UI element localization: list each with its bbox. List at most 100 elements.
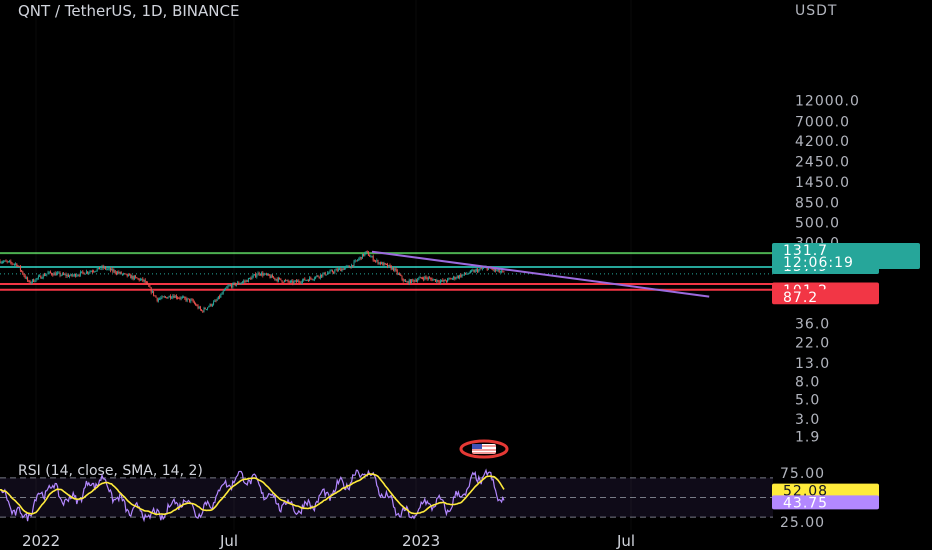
candle bbox=[247, 277, 249, 283]
trendline[interactable] bbox=[371, 250, 710, 298]
y-tick-label: 500.0 bbox=[795, 216, 840, 232]
candle bbox=[438, 279, 440, 285]
candle bbox=[427, 276, 429, 281]
candle bbox=[375, 259, 377, 263]
candle bbox=[473, 269, 475, 273]
candle bbox=[107, 267, 109, 271]
candle bbox=[48, 271, 50, 275]
candle bbox=[456, 275, 458, 279]
candle bbox=[13, 263, 15, 266]
candle bbox=[312, 278, 314, 281]
candle bbox=[211, 303, 213, 308]
candle bbox=[77, 273, 79, 277]
candle bbox=[214, 299, 216, 302]
candle bbox=[19, 265, 21, 273]
candle bbox=[285, 278, 287, 282]
candle bbox=[108, 266, 110, 271]
candle bbox=[396, 268, 398, 276]
candle bbox=[443, 279, 445, 284]
candle bbox=[192, 298, 194, 303]
candle bbox=[190, 298, 192, 304]
candle bbox=[329, 269, 331, 274]
candle bbox=[477, 267, 479, 274]
y-tick-label: 22.0 bbox=[795, 336, 830, 352]
candle bbox=[124, 273, 126, 275]
candle bbox=[105, 266, 107, 271]
candle bbox=[69, 274, 71, 279]
candle bbox=[179, 296, 181, 301]
svg-text:43.75: 43.75 bbox=[783, 495, 828, 511]
candle bbox=[84, 273, 86, 275]
candle bbox=[354, 259, 356, 263]
candle bbox=[57, 271, 59, 276]
candle bbox=[37, 274, 39, 280]
candle bbox=[61, 272, 63, 276]
candle bbox=[360, 256, 362, 261]
candle bbox=[115, 271, 117, 276]
candle bbox=[361, 253, 363, 259]
candle bbox=[241, 280, 243, 284]
candle bbox=[75, 273, 77, 278]
candle bbox=[269, 274, 271, 279]
candle bbox=[30, 281, 32, 285]
y-tick-label: 13.0 bbox=[795, 356, 830, 372]
candle bbox=[256, 274, 258, 279]
candle bbox=[70, 273, 72, 277]
candle bbox=[339, 267, 341, 271]
candle bbox=[377, 259, 379, 265]
price-tag-87: 87.2 bbox=[772, 289, 879, 306]
currency-label: USDT bbox=[795, 3, 838, 19]
candle bbox=[287, 279, 289, 283]
candle bbox=[419, 275, 421, 279]
candle bbox=[250, 276, 252, 280]
candle bbox=[262, 271, 264, 278]
candle bbox=[54, 271, 56, 276]
candle bbox=[125, 273, 127, 275]
candle bbox=[454, 276, 456, 281]
candle bbox=[208, 305, 210, 308]
candle bbox=[353, 259, 355, 268]
candle bbox=[143, 279, 145, 283]
candle bbox=[43, 272, 45, 277]
candle bbox=[226, 285, 228, 289]
candle bbox=[295, 278, 297, 284]
candle bbox=[6, 260, 8, 264]
candle bbox=[348, 265, 350, 268]
candle bbox=[136, 277, 138, 279]
candle bbox=[85, 269, 87, 275]
candle bbox=[222, 289, 224, 295]
candle bbox=[112, 267, 114, 273]
candle bbox=[120, 271, 122, 275]
candle bbox=[121, 273, 123, 276]
candle bbox=[181, 295, 183, 299]
candle bbox=[474, 268, 476, 273]
candle bbox=[324, 271, 326, 276]
last-price-tag: 131.712:06:19 bbox=[772, 243, 920, 271]
candle bbox=[357, 259, 359, 262]
candle bbox=[90, 270, 92, 273]
candle bbox=[279, 277, 281, 280]
candle bbox=[161, 295, 163, 300]
candle bbox=[45, 272, 47, 277]
candle bbox=[240, 282, 242, 285]
candle bbox=[101, 264, 103, 271]
candle bbox=[431, 277, 433, 282]
candle bbox=[355, 260, 357, 262]
candle bbox=[82, 270, 84, 275]
candle bbox=[199, 305, 201, 311]
candle bbox=[261, 271, 263, 277]
candle bbox=[498, 269, 500, 274]
candle bbox=[465, 272, 467, 275]
flag-icon[interactable] bbox=[459, 439, 509, 459]
candle bbox=[215, 299, 217, 303]
candle bbox=[168, 295, 170, 298]
symbol-title: QNT / TetherUS, 1D, BINANCE bbox=[18, 2, 240, 20]
candle bbox=[137, 277, 139, 280]
candle bbox=[378, 262, 380, 265]
candle bbox=[130, 273, 132, 279]
candle bbox=[195, 302, 197, 306]
candle bbox=[203, 306, 205, 313]
candle bbox=[11, 262, 13, 266]
candle bbox=[471, 269, 473, 273]
